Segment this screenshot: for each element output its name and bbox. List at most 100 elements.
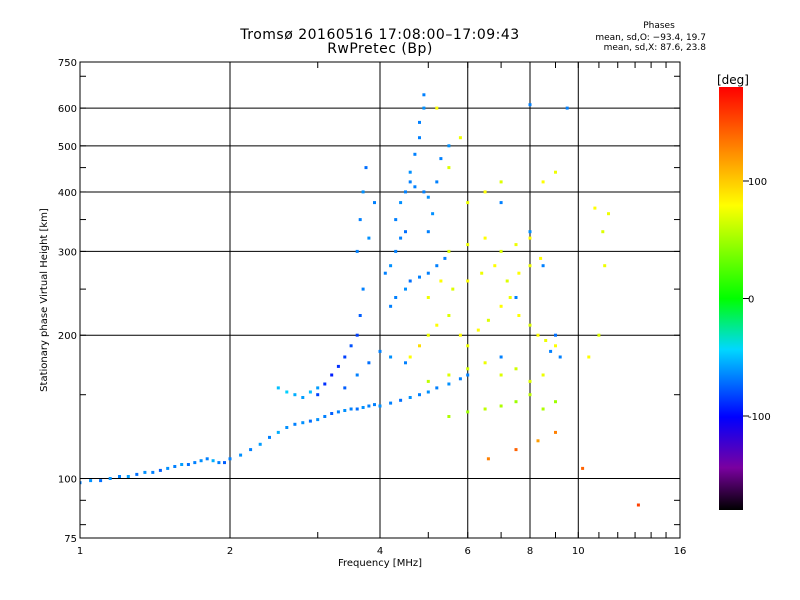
data-point-o [558,355,562,359]
data-point-o [118,475,121,478]
x-tick-label: 8 [527,546,533,557]
x-tick-label: 10 [572,546,585,557]
data-point-x [466,410,470,414]
data-point-o [330,412,334,415]
data-point-o [435,180,439,184]
data-point-o [431,212,435,216]
data-point-x [528,236,532,240]
data-point-x [581,466,585,470]
data-point-x [554,400,557,404]
data-point-o [199,459,203,463]
y-tick-label: 750 [58,58,77,69]
data-point-x [458,333,462,337]
data-point-o [316,418,320,422]
data-point-x [480,271,484,275]
data-point-o [404,361,407,365]
data-point-o [276,430,280,434]
data-point-o [316,386,320,390]
chart-subtitle: RwPretec (Bp) [327,41,433,57]
data-point-o [408,279,412,283]
data-point-o [422,190,426,194]
data-point-x [483,361,487,365]
data-point-o [373,201,376,205]
data-point-x [466,367,470,371]
data-point-x [435,323,439,327]
data-point-o [422,106,426,110]
data-point-o [355,249,359,253]
data-point-o [99,479,103,483]
data-point-o [301,421,305,425]
chart-title: Tromsø 20160516 17:08:00–17:09:43 [240,27,520,43]
data-point-x [536,439,540,443]
data-point-o [239,453,243,457]
data-point-o [89,479,93,483]
y-tick-label: 200 [58,331,77,342]
y-axis-ticks: 75 100 200 300 400 500 600 750 [58,58,680,545]
data-point-o [268,435,271,439]
data-point-o [408,180,412,184]
data-point-o [151,470,155,474]
data-point-x [447,249,451,253]
data-point-x [499,180,503,184]
data-point-x [597,333,601,337]
data-point-x [493,264,497,268]
data-point-x [466,279,470,283]
data-point-o [389,264,393,268]
data-point-o [308,390,312,394]
data-point-x [514,243,518,247]
data-point-o [404,230,407,234]
data-point-o [418,275,421,279]
data-point-o [389,304,393,308]
data-point-o [285,390,289,394]
data-point-o [205,457,209,461]
colorbar-label: [deg] [717,73,749,87]
data-point-o [367,361,371,365]
data-point-o [180,463,184,466]
data-points [80,93,640,507]
x-tick-label: 16 [674,546,687,557]
data-point-o [514,296,518,299]
data-point-o [308,419,312,423]
y-tick-label: 500 [58,142,77,153]
data-point-o [373,403,376,407]
data-point-o [528,230,532,234]
data-point-o [358,218,362,222]
data-point-o [394,249,398,253]
data-point-x [508,296,512,299]
data-point-o [447,144,451,148]
data-point-o [554,333,557,337]
data-point-o [258,442,262,446]
data-point-x [601,230,605,234]
data-point-o [426,230,430,234]
data-point-o [443,256,447,260]
y-tick-label: 400 [58,188,77,199]
colorbar-tick-label: 100 [748,177,767,188]
data-point-o [541,264,545,268]
grid [80,62,680,538]
data-point-o [349,407,353,411]
data-point-o [404,190,407,194]
data-point-x [447,415,451,418]
y-tick-label: 75 [64,534,77,545]
data-point-x [483,407,487,411]
data-point-x [499,404,503,408]
data-point-x [554,344,557,348]
data-point-o [355,333,359,337]
data-point-x [451,287,455,291]
data-point-o [565,106,569,110]
data-point-o [361,190,365,194]
data-point-x [528,264,532,268]
colorbar-tick-label: 0 [748,295,754,306]
data-point-o [166,466,170,470]
data-point-o [186,463,190,466]
data-point-x [426,379,430,383]
x-tick-label: 6 [465,546,471,557]
data-point-o [413,185,417,189]
data-point-o [358,314,362,317]
data-point-o [394,218,398,222]
data-point-o [367,236,371,240]
data-point-x [486,457,490,461]
data-point-x [447,166,451,170]
x-axis-label: Frequency [MHz] [338,558,422,569]
